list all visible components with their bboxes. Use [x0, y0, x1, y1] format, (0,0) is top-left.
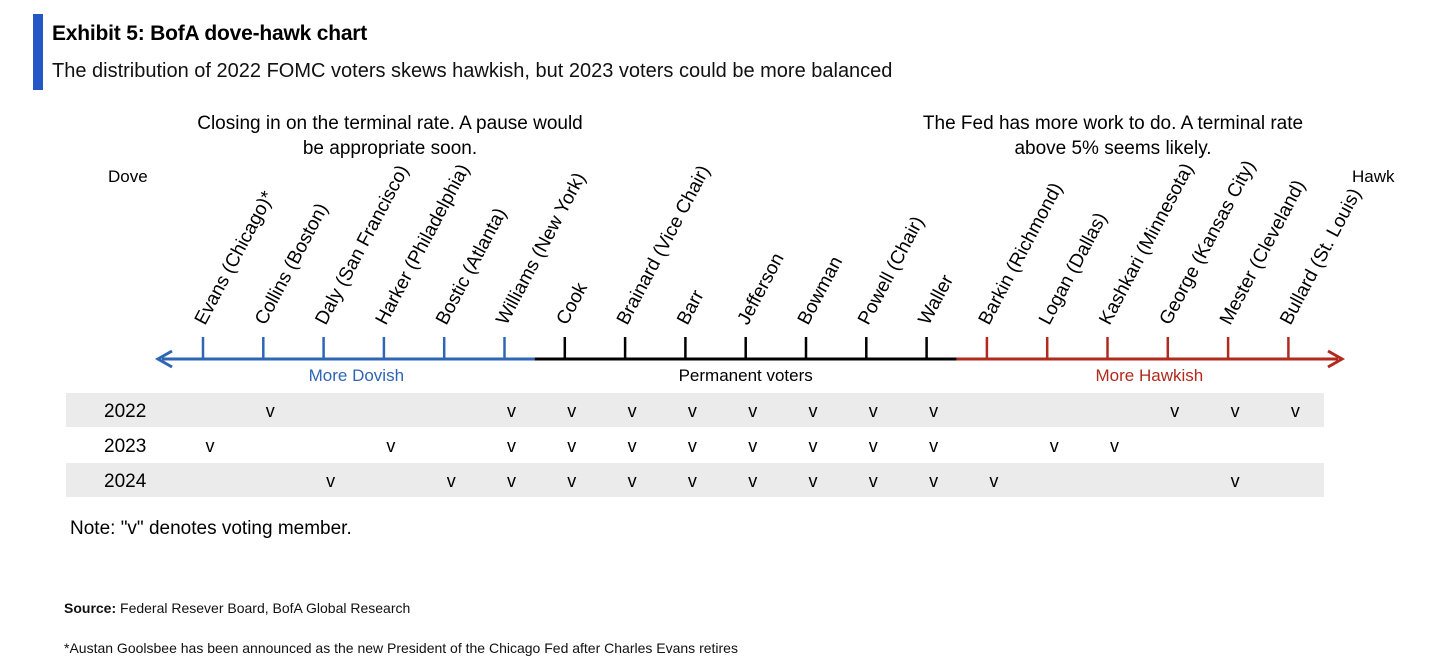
vote-marks: v v v v v v v v v v v vv v v v v v v v v v v vv v v v v v v v v v v v: [206, 401, 1300, 491]
year-label-2024: 2024: [104, 471, 147, 492]
vote-mark-2023-15: v: [1110, 436, 1119, 456]
vote-mark-2023-0: v: [206, 436, 215, 456]
axis-arrow-left: [154, 349, 173, 369]
dove-hawk-chart: Closing in on the terminal rate. A pause…: [66, 113, 1395, 497]
vote-mark-2024-11: v: [869, 471, 878, 491]
vote-mark-2024-6: v: [567, 471, 576, 491]
vote-mark-2022-7: v: [628, 401, 637, 421]
vote-mark-2024-9: v: [748, 471, 757, 491]
year-label-2023: 2023: [104, 436, 146, 457]
year-row-band-2024: [66, 463, 1324, 497]
title-accent-bar: [33, 14, 43, 90]
vote-mark-2024-10: v: [809, 471, 818, 491]
note-text: Note: "v" denotes voting member.: [70, 518, 352, 539]
year-labels: 2022 2023 2024: [104, 401, 147, 492]
vote-mark-2022-6: v: [567, 401, 576, 421]
segment-label-more-hawkish: More Hawkish: [1096, 366, 1204, 385]
vote-mark-2023-12: v: [929, 436, 938, 456]
vote-mark-2024-2: v: [326, 471, 335, 491]
vote-mark-2023-8: v: [688, 436, 697, 456]
chart-subtitle: The distribution of 2022 FOMC voters ske…: [52, 60, 893, 82]
member-name-jefferson: Jefferson: [734, 250, 789, 329]
vote-mark-2024-4: v: [447, 471, 456, 491]
dove-hawk-axis: [154, 349, 1346, 369]
source-text: Federal Resever Board, BofA Global Resea…: [116, 600, 411, 616]
vote-mark-2022-8: v: [688, 401, 697, 421]
vote-mark-2022-10: v: [809, 401, 818, 421]
vote-mark-2023-9: v: [748, 436, 757, 456]
vote-mark-2022-1: v: [266, 401, 275, 421]
member-name-barr: Barr: [673, 286, 709, 328]
member-names: Evans (Chicago)*Collins (Boston)Daly (Sa…: [191, 157, 1366, 328]
vote-mark-2024-17: v: [1231, 471, 1240, 491]
vote-mark-2024-8: v: [688, 471, 697, 491]
source-line: Source: Federal Resever Board, BofA Glob…: [64, 600, 410, 616]
year-row-band-2022: [66, 393, 1324, 427]
vote-mark-2024-13: v: [989, 471, 998, 491]
member-name-cook: Cook: [553, 279, 593, 328]
vote-mark-2022-17: v: [1231, 401, 1240, 421]
segment-label-permanent-voters: Permanent voters: [679, 366, 813, 385]
segment-label-more-dovish: More Dovish: [309, 366, 404, 385]
year-row-bands: [66, 393, 1324, 497]
vote-mark-2024-12: v: [929, 471, 938, 491]
annotation-left-line1: Closing in on the terminal rate. A pause…: [197, 113, 583, 134]
year-label-2022: 2022: [104, 401, 146, 422]
vote-mark-2022-18: v: [1291, 401, 1300, 421]
axis-arrow-right: [1327, 349, 1346, 369]
member-name-waller: Waller: [914, 271, 958, 328]
member-ticks: [201, 337, 1290, 359]
vote-mark-2022-16: v: [1170, 401, 1179, 421]
segment-labels: More Dovish Permanent voters More Hawkish: [309, 366, 1204, 385]
annotation-left-line2: be appropriate soon.: [303, 138, 477, 159]
annotation-right-line1: The Fed has more work to do. A terminal …: [923, 113, 1303, 134]
vote-mark-2022-5: v: [507, 401, 516, 421]
chart-title: Exhibit 5: BofA dove-hawk chart: [52, 22, 368, 45]
vote-mark-2023-11: v: [869, 436, 878, 456]
vote-mark-2023-3: v: [386, 436, 395, 456]
dove-label: Dove: [108, 167, 148, 186]
vote-mark-2023-5: v: [507, 436, 516, 456]
vote-mark-2023-10: v: [809, 436, 818, 456]
footnote-text: *Austan Goolsbee has been announced as t…: [64, 640, 738, 656]
vote-mark-2024-5: v: [507, 471, 516, 491]
annotation-right-line2: above 5% seems likely.: [1014, 138, 1211, 159]
vote-mark-2022-11: v: [869, 401, 878, 421]
vote-mark-2022-9: v: [748, 401, 757, 421]
vote-mark-2023-6: v: [567, 436, 576, 456]
vote-mark-2023-7: v: [628, 436, 637, 456]
vote-mark-2022-12: v: [929, 401, 938, 421]
vote-mark-2023-14: v: [1050, 436, 1059, 456]
source-label: Source:: [64, 600, 117, 616]
vote-mark-2024-7: v: [628, 471, 637, 491]
hawk-label: Hawk: [1352, 167, 1395, 186]
member-name-bowman: Bowman: [794, 253, 847, 328]
